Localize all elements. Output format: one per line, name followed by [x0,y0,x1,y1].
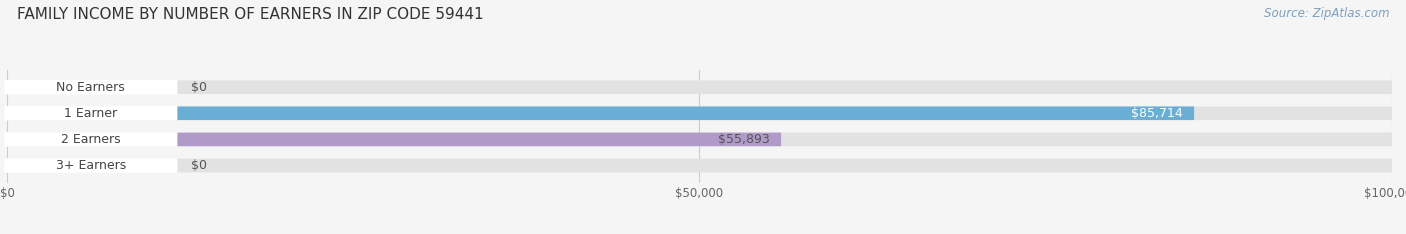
Text: Source: ZipAtlas.com: Source: ZipAtlas.com [1264,7,1389,20]
Text: $0: $0 [191,81,207,94]
FancyBboxPatch shape [7,133,782,146]
FancyBboxPatch shape [7,106,1392,120]
Text: $85,714: $85,714 [1132,107,1182,120]
Text: No Earners: No Earners [56,81,125,94]
FancyBboxPatch shape [7,80,1392,94]
Text: 3+ Earners: 3+ Earners [56,159,127,172]
FancyBboxPatch shape [7,106,1194,120]
Text: $0: $0 [191,159,207,172]
Text: FAMILY INCOME BY NUMBER OF EARNERS IN ZIP CODE 59441: FAMILY INCOME BY NUMBER OF EARNERS IN ZI… [17,7,484,22]
Text: 1 Earner: 1 Earner [65,107,117,120]
Text: 2 Earners: 2 Earners [60,133,121,146]
Text: $55,893: $55,893 [718,133,770,146]
FancyBboxPatch shape [4,80,177,95]
FancyBboxPatch shape [4,106,177,121]
FancyBboxPatch shape [4,158,177,173]
FancyBboxPatch shape [4,132,177,147]
FancyBboxPatch shape [7,133,1392,146]
FancyBboxPatch shape [7,159,1392,172]
